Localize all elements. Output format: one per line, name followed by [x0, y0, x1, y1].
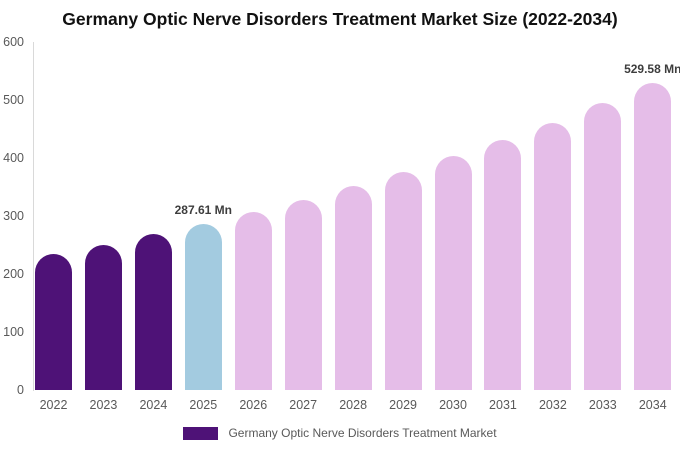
y-tick-500: 500 — [3, 92, 24, 107]
y-tick-200: 200 — [3, 266, 24, 281]
x-tick-2034: 2034 — [638, 398, 667, 412]
x-tick-2028: 2028 — [339, 398, 368, 412]
x-tick-2023: 2023 — [89, 398, 118, 412]
x-tick-2024: 2024 — [139, 398, 168, 412]
bar-2028[interactable] — [334, 186, 372, 391]
bar-2025[interactable] — [184, 223, 222, 391]
legend-label: Germany Optic Nerve Disorders Treatment … — [228, 426, 497, 440]
x-tick-2022: 2022 — [39, 398, 68, 412]
x-tick-2031: 2031 — [489, 398, 517, 412]
bar-2030[interactable] — [434, 156, 472, 391]
bar-2032[interactable] — [534, 122, 572, 391]
data-label-2034: 529.58 Mn — [624, 62, 680, 77]
x-tick-2027: 2027 — [289, 398, 318, 412]
bar-2026[interactable] — [234, 211, 272, 391]
data-label-2025: 287.61 Mn — [174, 202, 232, 217]
legend-swatch — [183, 426, 219, 440]
x-tick-2030: 2030 — [439, 398, 467, 412]
y-tick-0: 0 — [17, 382, 24, 397]
bar-2027[interactable] — [284, 199, 322, 391]
bar-2024[interactable] — [134, 234, 172, 391]
y-axis-line — [33, 42, 34, 391]
y-tick-400: 400 — [3, 150, 24, 165]
x-tick-2025: 2025 — [189, 398, 218, 412]
bar-2029[interactable] — [384, 171, 422, 391]
x-tick-2026: 2026 — [239, 398, 268, 412]
x-tick-2033: 2033 — [588, 398, 617, 412]
legend[interactable]: Germany Optic Nerve Disorders Treatment … — [0, 425, 680, 441]
x-tick-2029: 2029 — [389, 398, 417, 412]
x-tick-2032: 2032 — [538, 398, 567, 412]
y-tick-600: 600 — [3, 34, 24, 49]
y-tick-100: 100 — [3, 324, 24, 339]
bar-2022[interactable] — [35, 254, 72, 391]
bar-2023[interactable] — [84, 244, 122, 391]
chart-title: Germany Optic Nerve Disorders Treatment … — [62, 9, 618, 29]
y-tick-300: 300 — [3, 208, 24, 223]
bar-2033[interactable] — [584, 103, 622, 391]
bar-2034[interactable] — [634, 83, 672, 391]
bar-2031[interactable] — [484, 139, 522, 391]
